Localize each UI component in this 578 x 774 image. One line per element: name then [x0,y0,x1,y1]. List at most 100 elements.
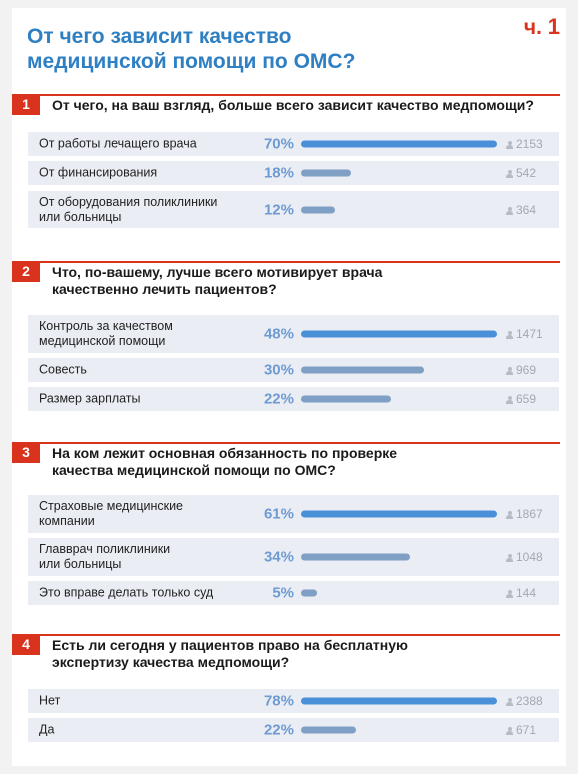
answer-percent-label: 48% [263,325,294,343]
question-text-line: От чего, на ваш взгляд, больше всего зав… [52,97,534,113]
question-number-badge: 2 [12,261,40,282]
answer-bar [301,206,335,213]
question-text-line: Что, по-вашему, лучше всего мотивирует в… [52,264,383,280]
answer-percent-label: 61% [263,505,294,523]
question-text-line: На ком лежит основная обязанность по про… [52,445,398,461]
question-header: 4 Есть ли сегодня у пациентов право на бе… [12,634,560,670]
bar-track [301,169,497,177]
answer-count: 671 [506,723,554,737]
answer-count: 1867 [506,507,554,521]
answer-percent-label: 18% [263,164,294,182]
answer-row: Страховые медицинские компании 61% 1867 [28,495,559,533]
person-icon [506,698,513,706]
answer-count-value: 542 [516,166,537,180]
question-text-line: качественно лечить пациентов? [52,281,277,297]
answer-bar [301,169,351,177]
bar-track [301,589,497,597]
answer-label-line: медицинской помощи [39,334,166,348]
answer-count-value: 969 [516,363,537,377]
question-number-badge: 4 [12,634,40,655]
answer-label-line: или больницы [39,557,122,571]
answer-count-value: 364 [516,202,537,217]
question-number-badge: 3 [12,442,40,463]
answer-count-value: 671 [516,723,537,737]
answer-count-value: 1471 [516,327,543,341]
answer-label: Да [39,723,254,738]
answer-label-line: От финансирования [39,165,158,180]
question-text-line: качества медицинской помощи по ОМС? [52,462,336,478]
person-icon [506,727,513,735]
answer-label: Это вправе делать только суд [39,586,254,601]
answer-count: 2153 [506,137,554,151]
question-header: 1 От чего, на ваш взгляд, больше всего за… [12,94,560,115]
question-header: 3 На ком лежит основная обязанность по пр… [12,442,560,478]
title-line: От чего зависит качество [27,25,292,48]
answer-count: 2388 [506,694,554,708]
question-text-line: Есть ли сегодня у пациентов право на бес… [52,637,408,653]
infographic-card: От чего зависит качество медицинской пом… [12,8,566,766]
answer-count: 1471 [506,327,554,341]
answer-label-line: Нет [39,693,61,708]
answer-percent-label: 34% [263,548,294,566]
question-number-badge: 1 [12,94,40,115]
answer-bar [301,726,356,734]
question-text: Что, по-вашему, лучше всего мотивирует в… [52,264,552,298]
answer-label-line: Размер зарплаты [39,391,141,406]
answer-count: 969 [506,363,554,377]
person-icon [506,206,513,215]
answer-label: Размер зарплаты [39,392,254,407]
answer-percent-label: 22% [263,721,294,739]
person-icon [506,511,513,519]
answer-row: Нет 78% 2388 [28,689,559,713]
answer-percent-label: 22% [263,390,294,408]
answer-label: От работы лечащего врача [39,137,254,152]
answer-percent-label: 30% [263,361,294,379]
answer-label-line: Страховые медицинские [39,499,184,513]
answer-row: Это вправе делать только суд 5% 144 [28,581,559,605]
person-icon [506,170,513,178]
answer-count-value: 659 [516,392,537,406]
answer-label: От финансирования [39,166,254,181]
answer-count-value: 1867 [516,507,543,521]
person-icon [506,396,513,404]
answer-label-line: От работы лечащего врача [39,136,197,151]
bar-track [301,395,497,403]
question-text: На ком лежит основная обязанность по про… [52,445,552,479]
person-icon [506,141,513,149]
part-prefix: ч. [523,16,542,39]
answer-count: 144 [506,586,554,600]
person-icon [506,367,513,375]
person-icon [506,331,513,339]
answer-count: 659 [506,392,554,406]
answer-label-line: Да [39,722,55,737]
answer-bar [301,330,497,338]
answer-label-line: Контроль за качеством [39,319,173,333]
answer-bar [301,697,497,705]
answer-label-line: компании [39,514,95,528]
answer-row: Да 22% 671 [28,718,559,742]
answer-row: Контроль за качеством медицинской помощи 4… [28,315,559,353]
answer-count: 542 [506,166,554,180]
answer-label: От оборудования поликлиники или больницы [39,195,254,225]
bar-track [301,553,497,561]
answer-percent-label: 5% [272,584,294,602]
answer-count-value: 2388 [516,694,543,708]
bar-track [301,140,497,148]
answer-row: Размер зарплаты 22% 659 [28,387,559,411]
answer-row: От оборудования поликлиники или больницы 1… [28,191,559,228]
answer-count-value: 1048 [516,550,543,564]
answer-label-line: Главврач поликлиники [39,542,171,556]
answer-count-value: 2153 [516,137,543,151]
answer-label: Совесть [39,363,254,378]
page-title: От чего зависит качество медицинской пом… [27,24,467,74]
question-header: 2 Что, по-вашему, лучше всего мотивирует … [12,261,560,297]
title-line: медицинской помощи по ОМС? [27,50,356,73]
answer-percent-label: 70% [263,135,294,153]
answer-count-value: 144 [516,586,537,600]
answer-label: Контроль за качеством медицинской помощи [39,319,254,349]
answer-bar [301,395,391,403]
bar-track [301,726,497,734]
answer-row: От финансирования 18% 542 [28,161,559,185]
answer-label-line: От оборудования поликлиники [39,194,218,209]
answer-label: Нет [39,694,254,709]
